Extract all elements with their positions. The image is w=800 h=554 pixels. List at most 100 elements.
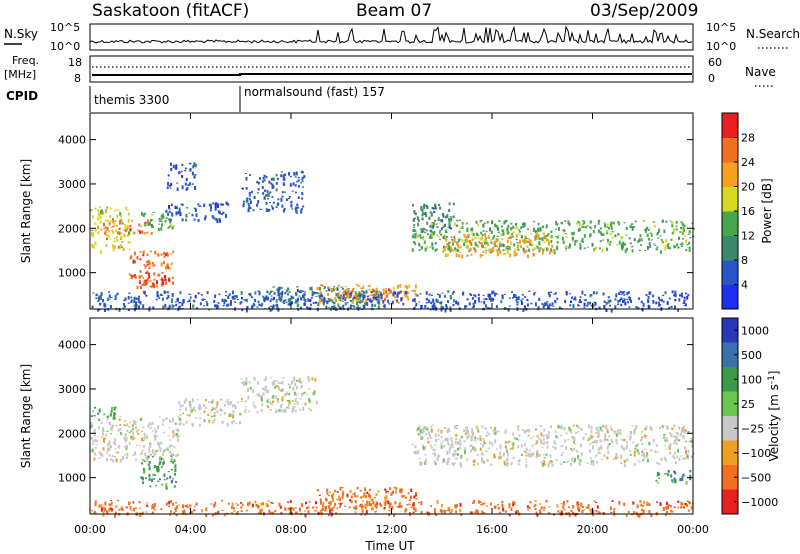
noise-trace-line [89, 25, 693, 45]
velocity-ytick-label-1: 2000 [58, 427, 86, 440]
velocity-y-axis: 1000 2000 3000 4000 [58, 339, 693, 485]
xtick-label-3: 12:00 [376, 523, 408, 536]
velocity-region-1 [90, 406, 117, 422]
cpid-mode-2: normalsound (fast) 157 [244, 85, 385, 99]
velocity-colorbar: 1000 500 100 25 −25 −100 −500 −1000 [721, 317, 778, 515]
power-colorbar-tick-2: 12 [741, 230, 755, 243]
power-colorbar-cell-0 [722, 284, 738, 310]
power-ytick-label-2: 3000 [58, 178, 86, 191]
velocity-region-4 [240, 376, 318, 414]
power-colorbar-label: Power [dB] [760, 178, 774, 243]
freq-tick-high: 18 [68, 56, 82, 69]
velocity-colorbar-tick-1: 500 [741, 349, 762, 362]
noise-trace [89, 25, 693, 45]
velocity-colorbar-cell-3 [722, 391, 738, 417]
velocity-region-3 [178, 398, 242, 427]
velocity-region-8 [655, 470, 692, 485]
nave-tick-low: 0 [708, 72, 715, 85]
xtick-label-2: 08:00 [275, 523, 307, 536]
power-plot-area [90, 162, 695, 313]
power-region-2 [128, 250, 175, 290]
power-colorbar-cell-2 [722, 235, 738, 261]
velocity-ytick-label-3: 4000 [58, 339, 86, 352]
power-colorbar-tick-4: 20 [741, 181, 755, 194]
power-ytick-label-3: 4000 [58, 134, 86, 147]
xtick-label-1: 04:00 [175, 523, 207, 536]
power-ylabel: Slant Range [km] [19, 159, 33, 263]
velocity-colorbar-cell-7 [722, 489, 738, 515]
freq-panel-frame [89, 55, 694, 83]
power-ytick-label-0: 1000 [58, 267, 86, 280]
velocity-ytick-label-2: 3000 [58, 383, 86, 396]
velocity-ylabel: Slant Range [km] [19, 364, 33, 468]
xaxis-title: Time UT [364, 539, 415, 553]
power-colorbar-cell-7 [722, 113, 738, 138]
nsky-tick-low: 10^0 [50, 40, 80, 53]
xtick-label-4: 16:00 [476, 523, 508, 536]
velocity-region-5 [91, 499, 694, 518]
cpid-mode-1: themis 3300 [94, 93, 169, 107]
velocity-region-2 [140, 455, 178, 490]
power-region-12 [442, 232, 556, 259]
power-region-13 [412, 202, 455, 240]
nsearch-tick-high: 10^5 [706, 21, 736, 34]
power-region-3 [138, 272, 167, 287]
velocity-colorbar-cell-5 [722, 440, 738, 466]
power-region-7 [241, 170, 306, 214]
freq-tick-low: 8 [74, 72, 81, 85]
power-colorbar-tick-1: 8 [741, 254, 748, 267]
power-colorbar-tick-6: 28 [741, 132, 755, 145]
velocity-colorbar-tick-3: 25 [741, 398, 755, 411]
velocity-colorbar-tick-7: −1000 [741, 496, 778, 509]
velocity-colorbar-tick-5: −100 [741, 447, 771, 460]
velocity-colorbar-cell-1 [722, 342, 738, 368]
power-region-4 [140, 211, 175, 232]
power-region-5 [165, 201, 230, 224]
nsearch-label: N.Search [746, 27, 800, 41]
velocity-colorbar-cell-2 [722, 367, 738, 392]
cpid-label: CPID [6, 89, 38, 103]
velocity-colorbar-cell-6 [722, 465, 738, 490]
power-colorbar-cell-4 [722, 186, 738, 212]
power-region-10 [337, 288, 392, 302]
power-region-1 [103, 219, 153, 235]
power-region-0 [90, 206, 131, 255]
power-colorbar-tick-0: 4 [741, 279, 748, 292]
power-colorbar-cell-6 [722, 137, 738, 163]
freq-trace [92, 73, 692, 76]
station-title: Saskatoon (fitACF) [92, 1, 249, 21]
velocity-colorbar-tick-6: −500 [741, 471, 771, 484]
nsky-tick-high: 10^5 [50, 21, 80, 34]
velocity-plot-area [90, 376, 695, 518]
date-title: 03/Sep/2009 [590, 1, 698, 21]
power-colorbar: 4 8 12 16 20 24 28 [721, 112, 755, 310]
velocity-region-6 [316, 486, 418, 509]
velocity-colorbar-tick-0: 1000 [741, 324, 769, 337]
power-y-axis: 1000 2000 3000 4000 [58, 134, 693, 280]
velocity-colorbar-label: Velocity [m s-1] [767, 371, 781, 462]
power-colorbar-cell-5 [722, 162, 738, 187]
velocity-region-0 [90, 415, 180, 463]
nsearch-tick-low: 10^0 [706, 40, 736, 53]
power-colorbar-cell-1 [722, 260, 738, 285]
xtick-label-0: 00:00 [74, 523, 106, 536]
velocity-ytick-label-0: 1000 [58, 472, 86, 485]
freq-label-line1: Freq. [12, 54, 39, 67]
xtick-label-6: 00:00 [677, 523, 709, 536]
velocity-colorbar-tick-4: −25 [741, 422, 764, 435]
power-ytick-label-1: 2000 [58, 222, 86, 235]
power-region-6 [166, 162, 197, 192]
power-colorbar-tick-5: 24 [741, 156, 755, 169]
nave-label: Nave [745, 65, 776, 79]
xtick-label-5: 20:00 [577, 523, 609, 536]
velocity-region-7 [411, 424, 695, 468]
power-colorbar-cell-3 [722, 211, 738, 236]
nave-tick-high: 60 [708, 56, 722, 69]
noise-panel-frame [89, 23, 694, 51]
time-axis: 00:00 04:00 08:00 12:00 16:00 20:00 00:00 [74, 113, 709, 536]
power-colorbar-tick-3: 16 [741, 205, 755, 218]
velocity-colorbar-cell-4 [722, 416, 738, 441]
velocity-colorbar-cell-0 [722, 318, 738, 343]
beam-title: Beam 07 [356, 1, 432, 21]
